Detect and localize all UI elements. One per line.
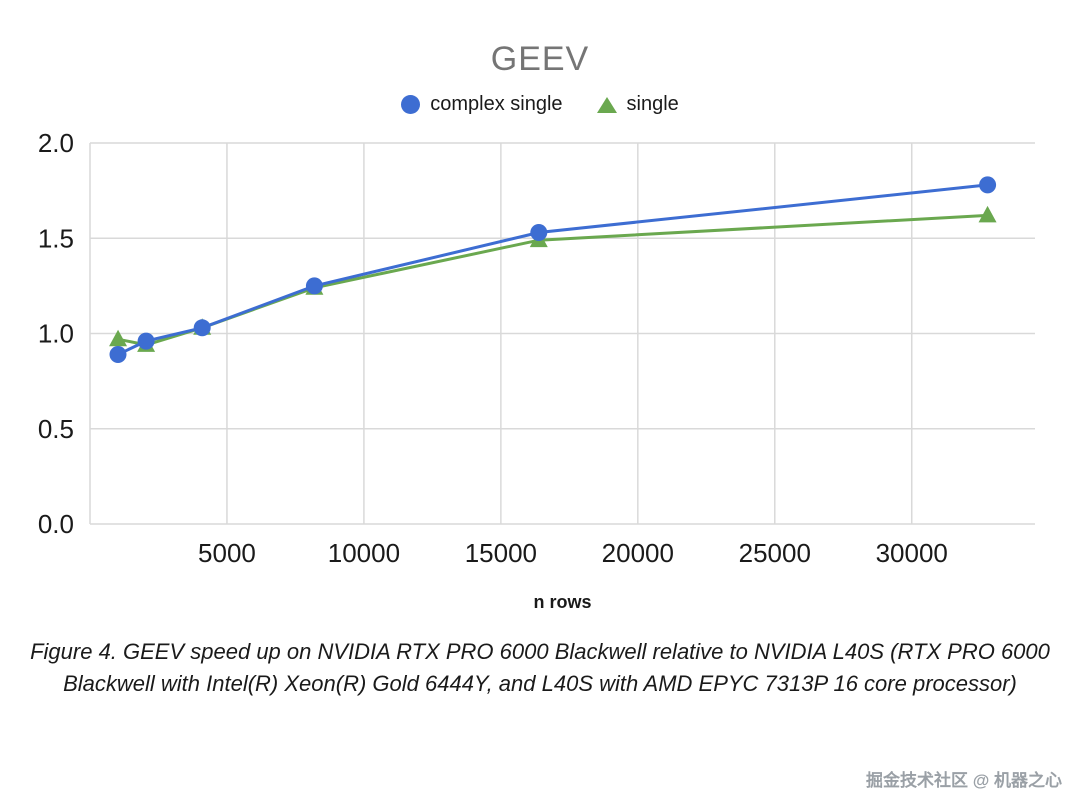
circle-marker-icon bbox=[401, 95, 421, 114]
svg-text:30000: 30000 bbox=[876, 538, 948, 568]
svg-text:5000: 5000 bbox=[198, 538, 256, 568]
svg-text:0.5: 0.5 bbox=[38, 414, 74, 444]
svg-text:1.0: 1.0 bbox=[38, 319, 74, 349]
triangle-marker-icon bbox=[596, 96, 617, 113]
svg-text:0.0: 0.0 bbox=[38, 509, 74, 539]
svg-text:1.5: 1.5 bbox=[38, 223, 74, 253]
figure-caption: Figure 4. GEEV speed up on NVIDIA RTX PR… bbox=[30, 639, 1050, 696]
svg-text:15000: 15000 bbox=[465, 538, 537, 568]
legend-item-single: single bbox=[596, 93, 679, 116]
svg-text:20000: 20000 bbox=[602, 538, 674, 568]
svg-text:10000: 10000 bbox=[328, 538, 400, 568]
chart-title: GEEV bbox=[490, 40, 590, 78]
line-chart: 0.0 0.5 1.0 1.5 2.0 5000 10000 15000 20000 25000 3… bbox=[38, 128, 1035, 612]
watermark: 掘金技术社区 @ 机器之心 bbox=[865, 771, 1062, 790]
svg-text:25000: 25000 bbox=[739, 538, 811, 568]
legend-label-single: single bbox=[626, 93, 679, 115]
x-axis-label: n rows bbox=[533, 592, 591, 612]
legend-label-complex-single: complex single bbox=[430, 93, 563, 115]
svg-text:2.0: 2.0 bbox=[38, 128, 74, 158]
chart-legend: complex single single bbox=[0, 93, 1080, 116]
legend-item-complex-single: complex single bbox=[401, 93, 563, 116]
